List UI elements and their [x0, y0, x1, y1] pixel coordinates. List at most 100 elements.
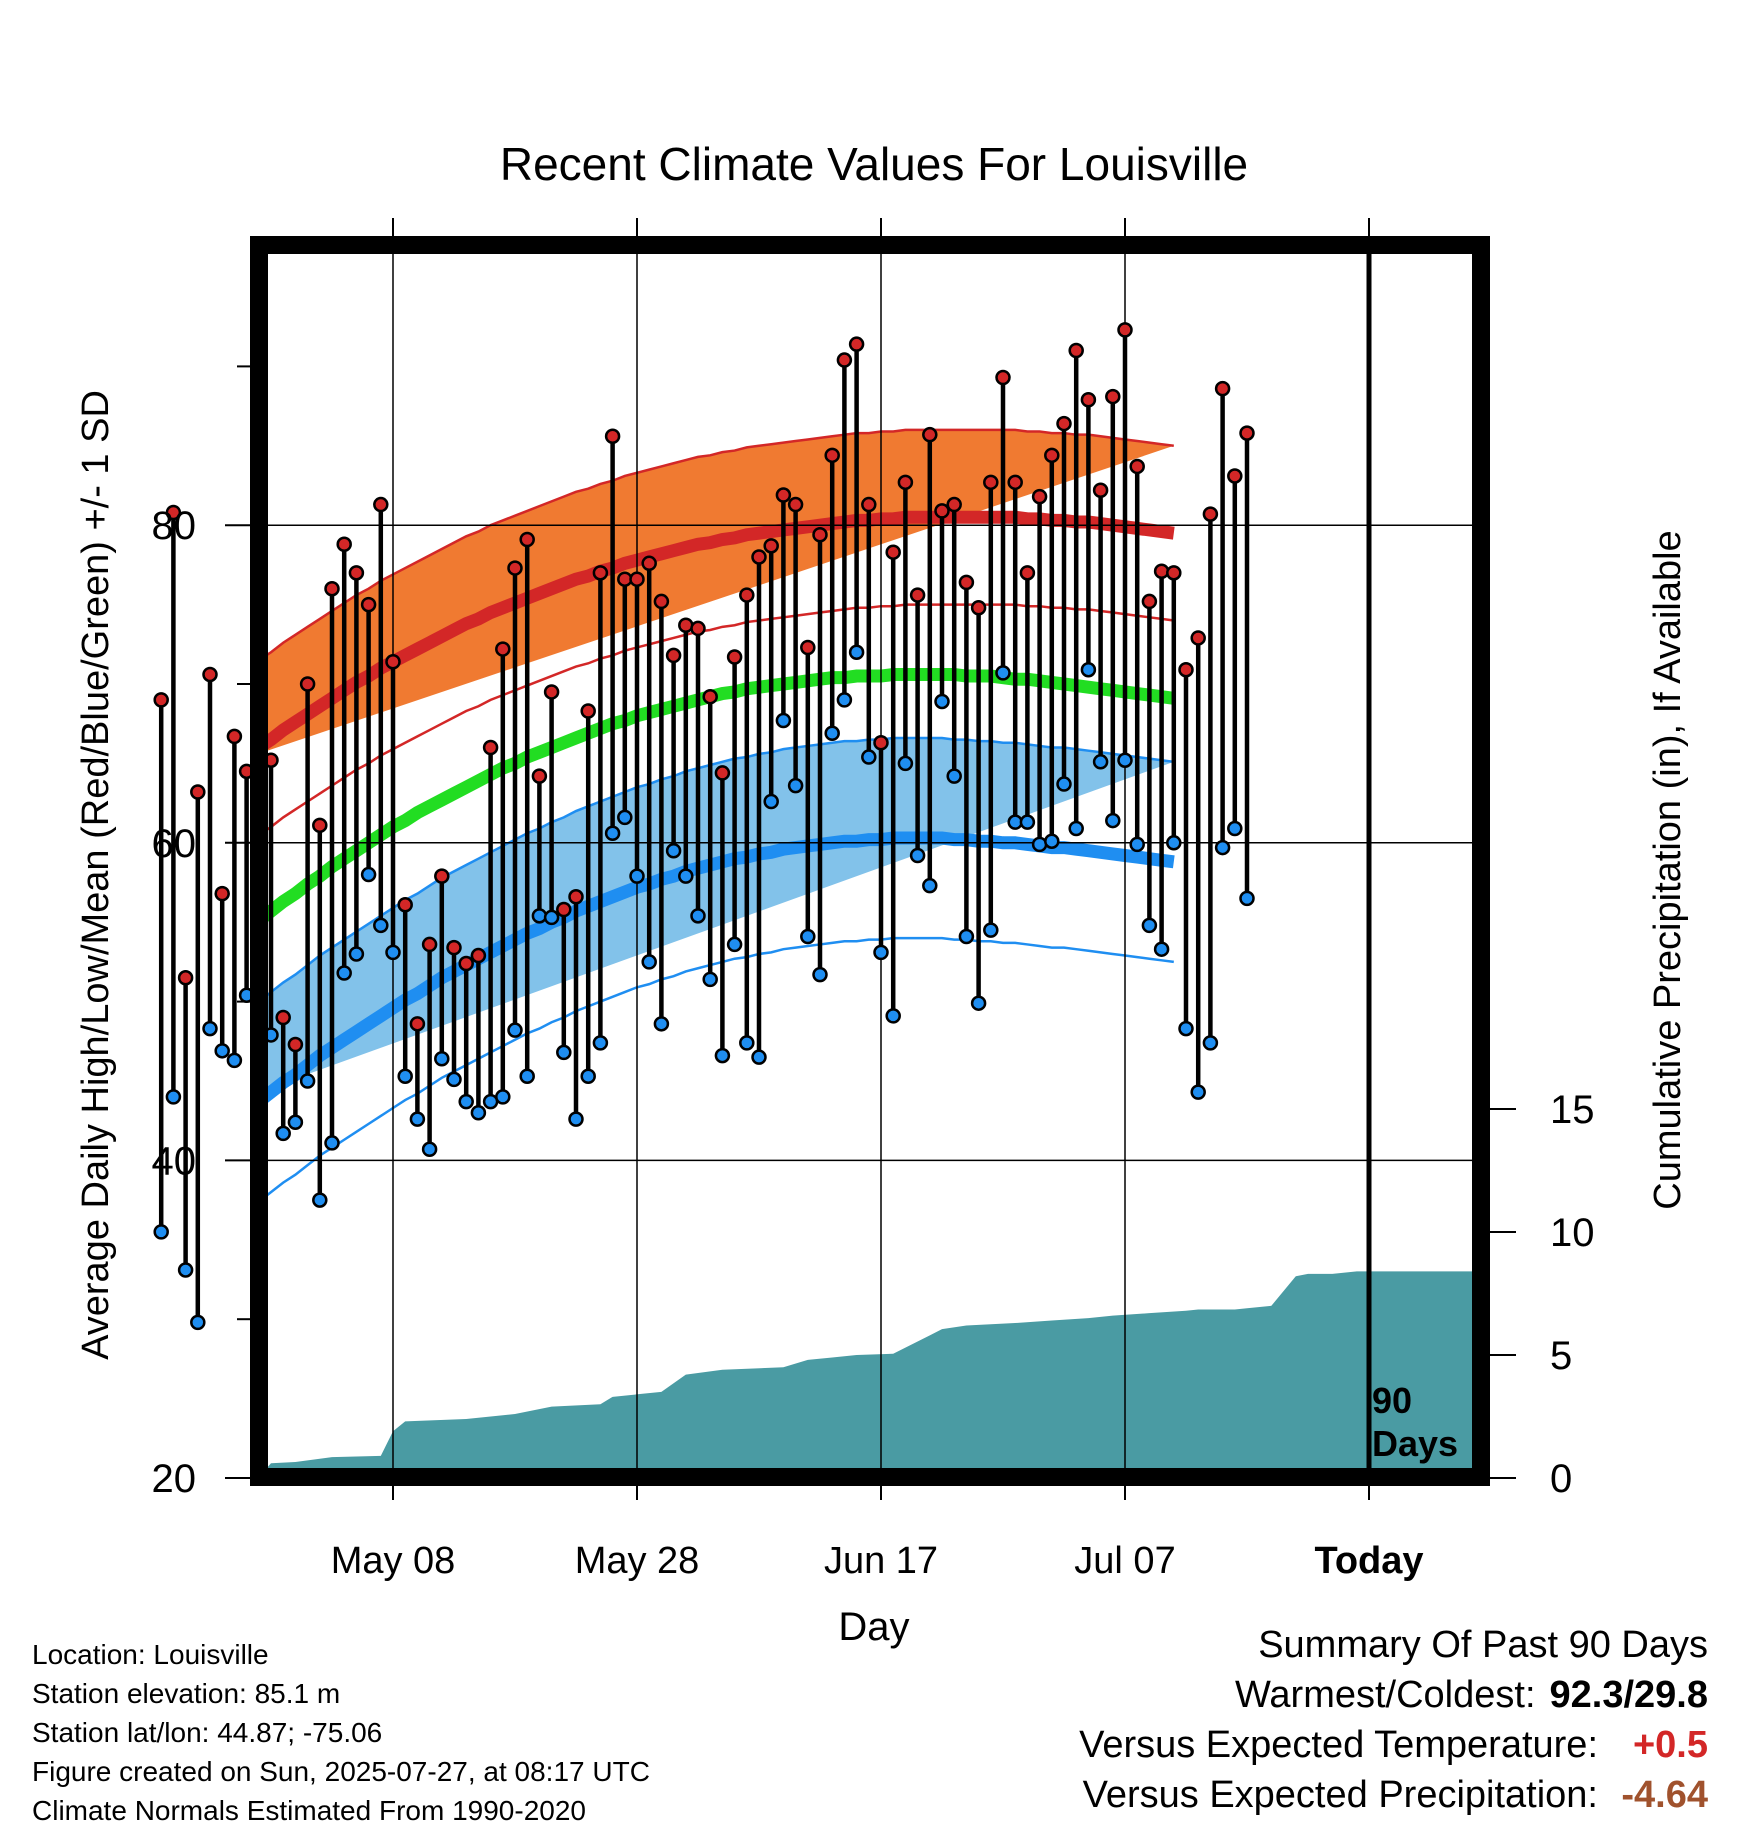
daily-low-point	[909, 847, 926, 864]
daily-high-point	[653, 593, 670, 610]
daily-high-point	[1068, 342, 1084, 359]
daily-low-point	[1068, 820, 1084, 837]
x-axis-title: Day	[838, 1605, 909, 1649]
daily-high-point	[629, 571, 645, 587]
latlon-text: Station lat/lon: 44.87; -75.06	[32, 1717, 383, 1748]
daily-high-point	[897, 474, 914, 491]
summary-precip-row: Versus Expected Precipitation: -4.64	[1079, 1770, 1708, 1820]
daily-low-point	[1239, 890, 1255, 907]
location-text: Location: Louisville	[32, 1639, 269, 1670]
daily-high-point	[787, 496, 804, 513]
daily-low-point	[604, 825, 621, 842]
daily-high-point	[861, 496, 877, 513]
daily-low-point	[360, 866, 377, 883]
daily-high-point	[458, 955, 474, 972]
x-tick-label: Jun 17	[824, 1540, 938, 1582]
daily-high-point	[836, 352, 853, 368]
y2-tick-label: 0	[1550, 1457, 1572, 1501]
daily-high-point	[1056, 415, 1072, 432]
daily-high-point	[775, 487, 792, 503]
daily-low-point	[1031, 836, 1048, 853]
daily-low-point	[958, 928, 975, 945]
created-text: Figure created on Sun, 2025-07-27, at 08…	[32, 1756, 650, 1787]
daily-low-point	[275, 1125, 291, 1142]
y2-axis-title: Cumulative Precipitation (in), If Availa…	[1647, 530, 1689, 1209]
daily-high-point	[934, 503, 950, 519]
daily-low-point	[873, 944, 889, 961]
daily-low-point	[165, 1089, 182, 1105]
daily-high-point	[1153, 563, 1170, 580]
daily-low-point	[556, 1044, 572, 1061]
daily-high-point	[434, 868, 450, 884]
x-tick-label: May 08	[331, 1540, 456, 1582]
daily-high-point	[385, 654, 401, 670]
daily-high-point	[1141, 593, 1158, 610]
daily-high-point	[1080, 391, 1097, 408]
daily-low-point	[1214, 839, 1231, 856]
daily-high-point	[739, 587, 755, 603]
daily-low-point	[787, 777, 804, 794]
daily-high-point	[1202, 506, 1219, 522]
daily-low-point	[434, 1051, 450, 1067]
elevation-text: Station elevation: 85.1 m	[32, 1678, 341, 1709]
daily-low-point	[214, 1043, 230, 1059]
summary-temp-row: Versus Expected Temperature: +0.5	[1079, 1720, 1708, 1770]
daily-low-point	[580, 1068, 596, 1084]
temp-label: Versus Expected Temperature:	[1079, 1724, 1598, 1766]
daily-high-point	[495, 641, 511, 657]
daily-high-point	[1092, 482, 1109, 499]
daily-low-point	[507, 1022, 523, 1038]
daily-low-point	[970, 995, 987, 1011]
daily-high-point	[153, 692, 169, 708]
daily-high-point	[763, 538, 779, 554]
daily-high-point	[726, 649, 743, 665]
daily-low-point	[373, 917, 389, 934]
daily-low-point	[763, 793, 779, 810]
daily-low-point	[385, 944, 401, 961]
daily-high-point	[678, 617, 694, 633]
daily-low-point	[1044, 833, 1060, 849]
daily-high-point	[556, 901, 572, 918]
daily-low-point	[409, 1111, 426, 1127]
daily-high-point	[336, 536, 352, 553]
daily-low-point	[1092, 754, 1109, 770]
daily-high-point	[983, 474, 999, 491]
precip-area	[258, 1271, 1480, 1478]
daily-low-point	[1019, 814, 1036, 830]
daily-low-point	[812, 966, 828, 983]
daily-high-point	[1214, 380, 1231, 397]
daily-high-point	[1031, 488, 1048, 505]
daily-high-point	[202, 666, 218, 683]
daily-low-point	[934, 693, 950, 710]
daily-low-point	[1202, 1035, 1219, 1051]
daily-low-point	[1178, 1020, 1194, 1037]
daily-high-point	[690, 620, 706, 637]
summary-warm-cold-row: Warmest/Coldest: 92.3/29.8	[1079, 1670, 1708, 1720]
warm-cold-value: 92.3/29.8	[1549, 1674, 1708, 1716]
precip-value: -4.64	[1621, 1774, 1708, 1816]
daily-high-point	[1019, 565, 1036, 581]
daily-low-point	[397, 1068, 413, 1084]
daily-low-point	[312, 1192, 328, 1208]
x-tick-label: May 28	[575, 1540, 700, 1582]
daily-low-point	[897, 755, 914, 772]
daily-high-point	[885, 544, 901, 560]
daily-high-point	[665, 647, 682, 664]
daily-low-point	[641, 954, 657, 970]
daily-high-point	[592, 565, 609, 581]
daily-high-point	[446, 939, 462, 956]
daily-high-point	[873, 735, 889, 751]
daily-low-point	[1080, 661, 1097, 678]
daily-high-point	[812, 526, 828, 543]
daily-low-point	[446, 1071, 462, 1088]
daily-low-point	[1129, 836, 1145, 853]
daily-high-point	[165, 504, 182, 521]
y2-tick-label: 15	[1550, 1088, 1595, 1132]
daily-low-point	[1105, 812, 1121, 829]
daily-low-point	[739, 1035, 755, 1051]
station-info: Location: Louisville Station elevation: …	[32, 1635, 650, 1830]
daily-high-point	[1007, 474, 1023, 491]
daily-low-point	[995, 665, 1011, 681]
